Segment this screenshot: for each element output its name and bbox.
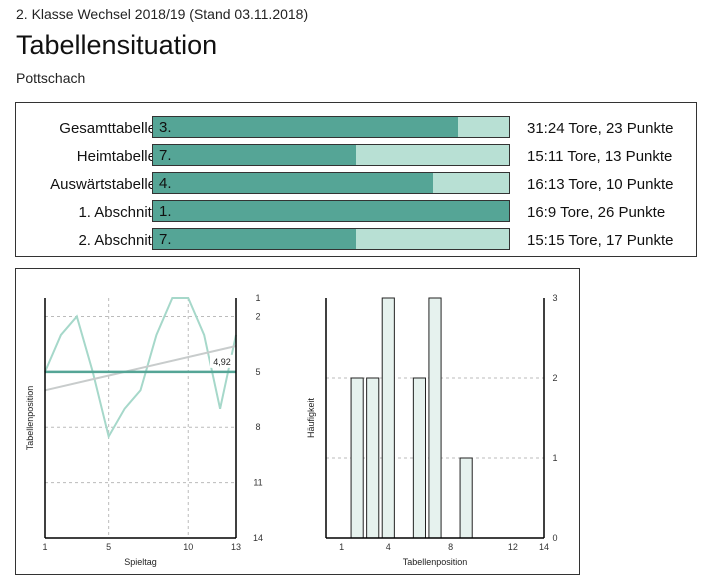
rank-bar-fill (153, 117, 459, 137)
histogram-y-tick: 1 (552, 453, 557, 463)
row-label: Auswärtstabelle (50, 176, 156, 193)
row-label: Gesamttabelle (59, 120, 156, 137)
row-label: 2. Abschnitt (78, 232, 156, 249)
rank-bar: 7. (152, 228, 510, 250)
page-title: Tabellensituation (16, 30, 218, 60)
line-chart-y-tick: 5 (255, 367, 260, 377)
row-stats: 15:15 Tore, 17 Punkte (527, 232, 674, 249)
line-chart-y-tick: 8 (255, 422, 260, 432)
histogram-bar (350, 377, 364, 539)
histogram-x-label: Tabellenposition (403, 557, 468, 567)
row-stats: 31:24 Tore, 23 Punkte (527, 120, 674, 137)
histogram-bar (381, 297, 395, 539)
line-chart-y-tick: 1 (255, 293, 260, 303)
row-stats: 16:13 Tore, 10 Punkte (527, 176, 674, 193)
rank-bar: 7. (152, 144, 510, 166)
row-label: Heimtabelle (76, 148, 156, 165)
table-summary-panel: Gesamttabelle 3. 31:24 Tore, 23 Punkte H… (15, 102, 697, 257)
line-chart-annotation: 4,92 (213, 357, 231, 367)
line-chart-x-tick: 1 (42, 542, 47, 552)
histogram-bar (412, 377, 427, 539)
rank-bar-fill (153, 229, 357, 249)
histogram-x-tick: 14 (539, 542, 549, 552)
line-chart-y-label: Tabellenposition (25, 386, 35, 451)
histogram-y-tick: 0 (552, 533, 557, 543)
season-subtitle: 2. Klasse Wechsel 2018/19 (Stand 03.11.2… (16, 6, 309, 22)
histogram-y-tick: 3 (552, 293, 557, 303)
summary-row-gesamt: Gesamttabelle 3. 31:24 Tore, 23 Punkte (16, 116, 696, 140)
summary-row-abschnitt-1: 1. Abschnitt 1. 16:9 Tore, 26 Punkte (16, 200, 696, 224)
rank-label: 4. (159, 175, 172, 192)
line-chart-y-tick: 11 (253, 478, 262, 488)
row-stats: 16:9 Tore, 26 Punkte (527, 204, 666, 221)
rank-label: 7. (159, 147, 172, 164)
line-chart-y-tick: 2 (255, 311, 260, 321)
histogram-x-tick: 4 (386, 542, 391, 552)
summary-row-abschnitt-2: 2. Abschnitt 7. 15:15 Tore, 17 Punkte (16, 228, 696, 252)
rank-label: 3. (159, 119, 172, 136)
histogram-x-tick: 12 (508, 542, 518, 552)
rank-bar-fill (153, 201, 509, 221)
rank-label: 1. (159, 203, 172, 220)
line-chart-y-tick: 14 (253, 533, 263, 543)
rank-bar-fill (153, 173, 433, 193)
row-stats: 15:11 Tore, 13 Punkte (527, 148, 673, 165)
histogram-bar (459, 457, 473, 539)
line-chart-x-tick: 5 (106, 542, 111, 552)
line-chart-annotation-bg (210, 354, 234, 368)
line-chart-trend-line (44, 345, 237, 392)
rank-bar: 1. (152, 200, 510, 222)
charts-panel: 1 2 5 8 11 14 1 5 10 13 4,92 Spieltag Tabellenpositi… (15, 268, 580, 575)
rank-bar: 3. (152, 116, 510, 138)
histogram-x-tick: 1 (339, 542, 344, 552)
histogram-bar (366, 377, 380, 539)
line-chart-x-tick: 13 (231, 542, 241, 552)
row-label: 1. Abschnitt (78, 204, 156, 221)
summary-row-heim: Heimtabelle 7. 15:11 Tore, 13 Punkte (16, 144, 696, 168)
line-chart-x-tick: 10 (183, 542, 193, 552)
histogram-y-tick: 2 (552, 373, 557, 383)
line-chart-position-series (44, 297, 237, 440)
histogram-x-tick: 8 (448, 542, 453, 552)
summary-row-auswaerts: Auswärtstabelle 4. 16:13 Tore, 10 Punkte (16, 172, 696, 196)
rank-label: 7. (159, 231, 172, 248)
histogram-y-label: Häufigkeit (306, 397, 316, 438)
histogram-bar (428, 297, 442, 539)
rank-bar-fill (153, 145, 357, 165)
line-chart-x-label: Spieltag (124, 557, 157, 567)
team-name: Pottschach (16, 70, 86, 86)
rank-bar: 4. (152, 172, 510, 194)
